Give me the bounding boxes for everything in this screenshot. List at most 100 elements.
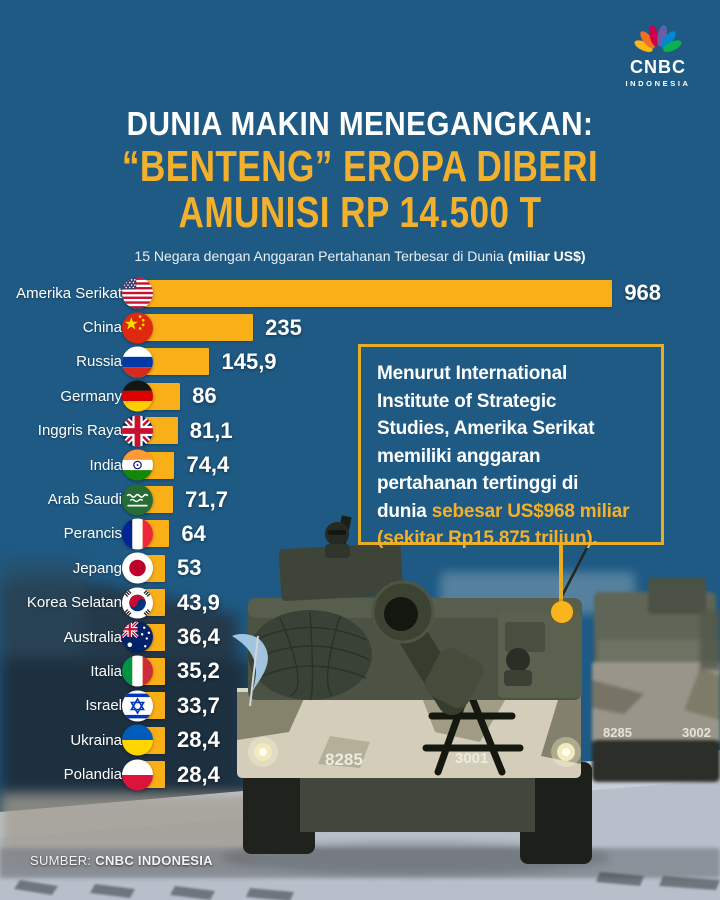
country-label: Germany xyxy=(60,387,122,405)
value-label: 28,4 xyxy=(177,761,220,787)
bar-row: Inggris Raya 81,1 xyxy=(0,414,720,448)
flag-jp-icon xyxy=(122,552,153,584)
bar-row: India 74,4 xyxy=(0,448,720,482)
bar-row: Russia 145,9 xyxy=(0,345,720,379)
bar-track: 145,9 xyxy=(122,346,720,378)
flag-ru-icon xyxy=(122,346,153,378)
bar-row: Perancis 64 xyxy=(0,517,720,551)
howitzer-front xyxy=(220,515,610,874)
source-value: CNBC INDONESIA xyxy=(95,853,213,868)
callout-text-line: (sekitar Rp15.875 triliun). xyxy=(377,528,598,549)
flag-it-icon xyxy=(122,655,153,687)
vehicle-number: 8285 xyxy=(325,750,363,769)
value-label: 968 xyxy=(624,280,662,306)
country-label: Italia xyxy=(90,662,122,680)
source-credit: SUMBER: CNBC INDONESIA xyxy=(30,853,213,868)
value-label: 86 xyxy=(192,383,217,409)
header: DUNIA MAKIN MENEGANGKAN: “BENTENG” EROPA… xyxy=(0,104,720,264)
callout-text-line: Institute of Strategic xyxy=(377,390,557,412)
bar-row: Arab Saudi 71,7 xyxy=(0,482,720,516)
country-label: Russia xyxy=(76,353,122,371)
title-line-1: DUNIA MAKIN MENEGANGKAN: xyxy=(126,105,594,142)
bar-track: 81,1 xyxy=(122,415,720,447)
callout-text-line: dunia sebesar US$968 miliar xyxy=(377,500,630,522)
callout-box: Menurut International Institute of Strate… xyxy=(358,344,664,549)
country-label: Perancis xyxy=(63,525,122,543)
country-label: Ukraina xyxy=(70,731,122,749)
bar-row: Amerika Serikat 968 xyxy=(0,276,720,310)
country-label: Australia xyxy=(63,628,122,646)
flag-in-icon xyxy=(122,449,153,481)
bar-row: Polandia 28,4 xyxy=(0,757,720,791)
logo-brand-text: CNBC xyxy=(630,57,686,77)
title-line-2: “BENTENG” EROPA DIBERI xyxy=(121,142,599,191)
flag-de-icon xyxy=(122,380,153,412)
bar-track: 28,4 xyxy=(122,724,720,756)
cnbc-indonesia-logo: CNBC INDONESIA xyxy=(610,24,706,88)
value-label: 145,9 xyxy=(221,348,277,374)
country-label: Polandia xyxy=(63,766,122,784)
howitzer-rear xyxy=(592,578,720,782)
flag-fr-icon xyxy=(122,518,153,550)
callout-text-line: pertahanan tertinggi di xyxy=(377,473,579,494)
subtitle-unit: (miliar US$) xyxy=(507,248,586,264)
country-label: Amerika Serikat xyxy=(16,284,122,302)
callout-text-line: Studies, Amerika Serikat xyxy=(377,418,595,439)
callout-text-line: memiliki anggaran xyxy=(377,445,541,467)
bar-track: 235 xyxy=(122,312,720,344)
bar-track: 33,7 xyxy=(122,690,720,722)
bar-track: 53 xyxy=(122,552,720,584)
bar-track: 36,4 xyxy=(122,621,720,653)
country-label: Korea Selatan xyxy=(26,594,122,612)
bar-track: 86 xyxy=(122,380,720,412)
value-label: 36,4 xyxy=(177,624,220,650)
vehicle-number: 3002 xyxy=(682,725,711,740)
flag-gb-icon xyxy=(122,415,153,447)
source-label: SUMBER: xyxy=(30,853,92,868)
callout-connector-line xyxy=(559,545,563,603)
bar-track: 968 xyxy=(122,277,720,309)
vehicle-number: 3001 xyxy=(455,750,488,767)
country-label: Israel xyxy=(85,697,122,715)
bar-track: 74,4 xyxy=(122,449,720,481)
country-label: Jepang xyxy=(72,559,122,577)
vehicle-number: 8285 xyxy=(603,725,632,740)
flag-us-icon xyxy=(122,277,153,309)
callout-connector-dot xyxy=(551,601,573,623)
logo-region-text: INDONESIA xyxy=(625,79,691,88)
bar-track: 35,2 xyxy=(122,655,720,687)
bar-track: 71,7 xyxy=(122,484,720,516)
bar-track: 64 xyxy=(122,518,720,550)
value-label: 71,7 xyxy=(185,486,228,512)
cnbc-peacock-icon xyxy=(634,25,682,52)
country-label: China xyxy=(82,319,122,337)
bar-row: China 235 xyxy=(0,310,720,344)
bar-track: 43,9 xyxy=(122,587,720,619)
value-label: 53 xyxy=(177,555,202,581)
value-label: 81,1 xyxy=(189,417,233,443)
flag-pl-icon xyxy=(122,759,153,791)
country-label: Inggris Raya xyxy=(37,422,122,440)
value-label: 33,7 xyxy=(177,692,220,718)
country-label: India xyxy=(89,456,122,474)
value-label: 64 xyxy=(181,520,206,546)
flag-sa-icon xyxy=(122,484,153,516)
value-label: 74,4 xyxy=(186,452,230,478)
bar-row: Australia 36,4 xyxy=(0,620,720,654)
bar-row: Israel 33,7 xyxy=(0,689,720,723)
bar-row: Ukraina 28,4 xyxy=(0,723,720,757)
value-label: 35,2 xyxy=(177,658,220,684)
bar xyxy=(130,279,613,307)
chart-subtitle: 15 Negara dengan Anggaran Pertahanan Ter… xyxy=(0,248,720,264)
bar-row: Jepang 53 xyxy=(0,551,720,585)
flag-il-icon xyxy=(122,690,153,722)
value-label: 43,9 xyxy=(177,589,220,615)
value-label: 28,4 xyxy=(177,727,220,753)
callout-text-line: Menurut International xyxy=(377,363,568,384)
country-label: Arab Saudi xyxy=(47,491,122,509)
title-line-3: AMUNISI RP 14.500 T xyxy=(178,188,542,237)
flag-cn-icon xyxy=(122,312,153,344)
bar-row: Germany 86 xyxy=(0,379,720,413)
